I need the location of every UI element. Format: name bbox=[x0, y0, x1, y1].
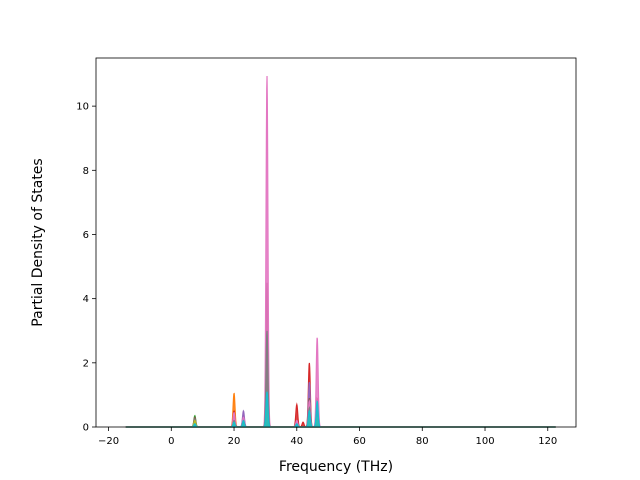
y-tick-label: 2 bbox=[83, 358, 89, 369]
x-axis-ticks: −20 0 20 40 60 80 100 120 bbox=[98, 427, 557, 447]
x-tick-label: 20 bbox=[228, 436, 241, 447]
y-axis-ticks: 0 2 4 6 8 10 bbox=[76, 102, 96, 434]
x-tick-label: −20 bbox=[98, 436, 119, 447]
y-tick-label: 8 bbox=[83, 166, 89, 177]
y-tick-label: 0 bbox=[83, 423, 89, 434]
x-tick-label: 120 bbox=[538, 436, 557, 447]
x-tick-label: 80 bbox=[416, 436, 429, 447]
x-tick-label: 0 bbox=[168, 436, 174, 447]
x-axis-label: Frequency (THz) bbox=[279, 459, 393, 475]
y-tick-label: 4 bbox=[83, 294, 89, 305]
x-tick-label: 100 bbox=[475, 436, 494, 447]
plot-frame bbox=[95, 57, 577, 428]
y-axis-label: Partial Density of States bbox=[30, 158, 46, 326]
y-tick-label: 6 bbox=[83, 230, 89, 241]
x-tick-label: 60 bbox=[353, 436, 366, 447]
x-tick-label: 40 bbox=[290, 436, 303, 447]
y-tick-label: 10 bbox=[76, 102, 89, 113]
